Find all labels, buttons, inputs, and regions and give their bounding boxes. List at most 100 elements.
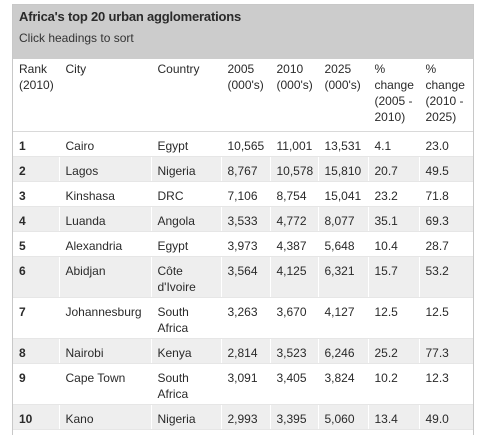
change-2010-2025-cell: 49.0	[418, 404, 473, 430]
change-2005-2010-cell: 12.5	[367, 297, 419, 339]
pop-2025-cell: 4,127	[317, 297, 368, 339]
rank-cell: 1	[13, 131, 59, 157]
pop-2010-cell: 3,523	[269, 338, 318, 364]
rank-cell: 8	[13, 338, 59, 364]
country-cell: South Africa	[150, 363, 221, 405]
rank-cell: 6	[13, 256, 59, 298]
rank-cell: 9	[13, 363, 59, 405]
sort-header-rank[interactable]: Rank (2010)	[13, 59, 59, 132]
pop-2010-cell: 10,578	[269, 156, 318, 182]
country-cell: Côte d'Ivoire	[150, 256, 221, 298]
table-row: 9 Cape Town South Africa 3,091 3,405 3,8…	[13, 363, 473, 405]
sort-header-change-2005-2010[interactable]: % change (2005 - 2010)	[367, 59, 419, 132]
change-2010-2025-cell: 71.8	[418, 181, 473, 207]
country-cell: DRC	[150, 181, 221, 207]
country-cell: South Africa	[150, 297, 221, 339]
pop-2010-cell: 4,772	[269, 206, 318, 232]
table-body: 1 Cairo Egypt 10,565 11,001 13,531 4.1 2…	[13, 131, 473, 430]
pop-2025-cell: 13,531	[317, 131, 368, 157]
sort-header-change-2010-2025[interactable]: % change (2010 - 2025)	[418, 59, 473, 132]
pop-2025-cell: 15,810	[317, 156, 368, 182]
change-2005-2010-cell: 20.7	[367, 156, 419, 182]
rank-cell: 4	[13, 206, 59, 232]
change-2005-2010-cell: 13.4	[367, 404, 419, 430]
country-cell: Angola	[150, 206, 221, 232]
pop-2010-cell: 4,387	[269, 231, 318, 257]
pop-2025-cell: 8,077	[317, 206, 368, 232]
table-row: 5 Alexandria Egypt 3,973 4,387 5,648 10.…	[13, 231, 473, 257]
pop-2005-cell: 3,091	[220, 363, 270, 405]
pop-2025-cell: 5,648	[317, 231, 368, 257]
city-cell: Lagos	[58, 156, 151, 182]
rank-cell: 10	[13, 404, 59, 430]
table-row: 3 Kinshasa DRC 7,106 8,754 15,041 23.2 7…	[13, 181, 473, 207]
table-row: 10 Kano Nigeria 2,993 3,395 5,060 13.4 4…	[13, 404, 473, 430]
pop-2005-cell: 10,565	[220, 131, 270, 157]
pop-2005-cell: 8,767	[220, 156, 270, 182]
change-2005-2010-cell: 25.2	[367, 338, 419, 364]
table-row: 2 Lagos Nigeria 8,767 10,578 15,810 20.7…	[13, 156, 473, 182]
city-cell: Alexandria	[58, 231, 151, 257]
pop-2025-cell: 5,060	[317, 404, 368, 430]
pop-2025-cell: 6,321	[317, 256, 368, 298]
sort-header-2025[interactable]: 2025 (000's)	[317, 59, 368, 132]
table-row: 6 Abidjan Côte d'Ivoire 3,564 4,125 6,32…	[13, 256, 473, 298]
sort-header-2005[interactable]: 2005 (000's)	[220, 59, 270, 132]
sort-header-city[interactable]: City	[58, 59, 151, 132]
change-2005-2010-cell: 10.4	[367, 231, 419, 257]
pop-2005-cell: 7,106	[220, 181, 270, 207]
change-2005-2010-cell: 23.2	[367, 181, 419, 207]
country-cell: Kenya	[150, 338, 221, 364]
country-cell: Egypt	[150, 131, 221, 157]
table-row: 8 Nairobi Kenya 2,814 3,523 6,246 25.2 7…	[13, 338, 473, 364]
pop-2010-cell: 4,125	[269, 256, 318, 298]
header-row: Rank (2010) City Country 2005 (000's) 20…	[13, 59, 473, 132]
country-cell: Nigeria	[150, 156, 221, 182]
change-2010-2025-cell: 69.3	[418, 206, 473, 232]
table-row: 4 Luanda Angola 3,533 4,772 8,077 35.1 6…	[13, 206, 473, 232]
rank-cell: 5	[13, 231, 59, 257]
pop-2010-cell: 3,405	[269, 363, 318, 405]
table-row: 7 Johannesburg South Africa 3,263 3,670 …	[13, 297, 473, 339]
pop-2005-cell: 2,993	[220, 404, 270, 430]
table-row: 1 Cairo Egypt 10,565 11,001 13,531 4.1 2…	[13, 131, 473, 157]
pop-2025-cell: 15,041	[317, 181, 368, 207]
pop-2010-cell: 11,001	[269, 131, 318, 157]
pop-2005-cell: 3,564	[220, 256, 270, 298]
sort-header-2010[interactable]: 2010 (000's)	[269, 59, 318, 132]
pop-2005-cell: 3,533	[220, 206, 270, 232]
city-cell: Johannesburg	[58, 297, 151, 339]
city-cell: Abidjan	[58, 256, 151, 298]
rank-cell: 7	[13, 297, 59, 339]
sort-hint: Click headings to sort	[19, 31, 134, 45]
table-widget: Africa's top 20 urban agglomerations Cli…	[12, 4, 474, 435]
change-2005-2010-cell: 10.2	[367, 363, 419, 405]
city-cell: Kinshasa	[58, 181, 151, 207]
pop-2010-cell: 3,670	[269, 297, 318, 339]
change-2010-2025-cell: 77.3	[418, 338, 473, 364]
change-2005-2010-cell: 35.1	[367, 206, 419, 232]
pop-2005-cell: 3,973	[220, 231, 270, 257]
city-cell: Kano	[58, 404, 151, 430]
city-cell: Cairo	[58, 131, 151, 157]
city-cell: Luanda	[58, 206, 151, 232]
city-cell: Nairobi	[58, 338, 151, 364]
change-2005-2010-cell: 4.1	[367, 131, 419, 157]
table-header-panel: Africa's top 20 urban agglomerations Cli…	[13, 5, 473, 59]
country-cell: Nigeria	[150, 404, 221, 430]
pop-2025-cell: 3,824	[317, 363, 368, 405]
city-cell: Cape Town	[58, 363, 151, 405]
pop-2010-cell: 3,395	[269, 404, 318, 430]
change-2010-2025-cell: 23.0	[418, 131, 473, 157]
table-title: Africa's top 20 urban agglomerations	[19, 9, 241, 24]
pop-2010-cell: 8,754	[269, 181, 318, 207]
sort-header-country[interactable]: Country	[150, 59, 221, 132]
change-2010-2025-cell: 49.5	[418, 156, 473, 182]
change-2010-2025-cell: 53.2	[418, 256, 473, 298]
change-2010-2025-cell: 12.5	[418, 297, 473, 339]
pop-2005-cell: 3,263	[220, 297, 270, 339]
pop-2005-cell: 2,814	[220, 338, 270, 364]
change-2010-2025-cell: 28.7	[418, 231, 473, 257]
agglomerations-table: Rank (2010) City Country 2005 (000's) 20…	[13, 59, 473, 430]
pop-2025-cell: 6,246	[317, 338, 368, 364]
